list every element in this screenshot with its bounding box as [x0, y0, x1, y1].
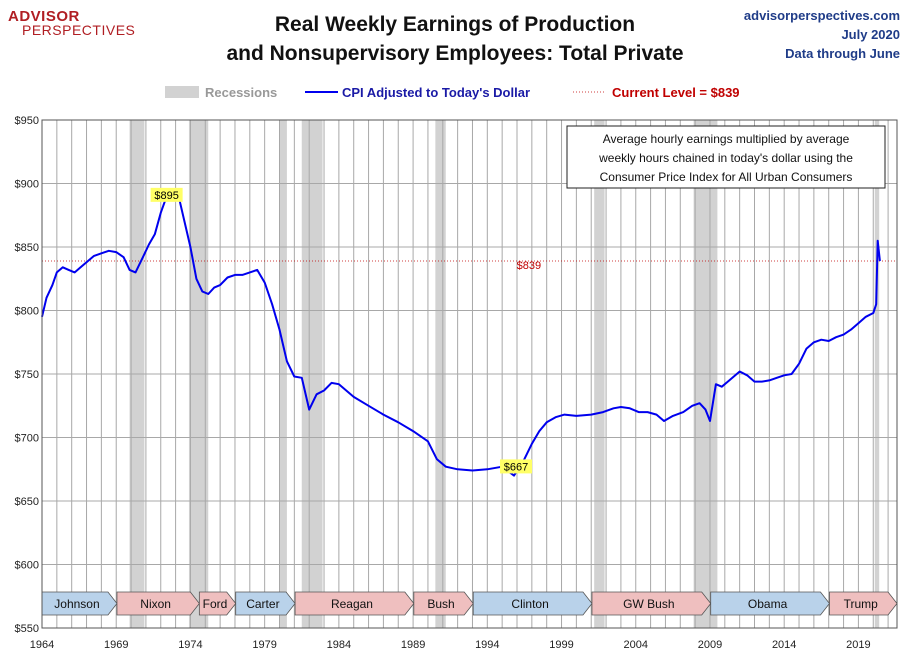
y-tick-label: $900 [15, 179, 39, 191]
legend-recession-swatch [165, 86, 199, 98]
x-tick-label: 1969 [104, 639, 128, 651]
x-tick-label: 1999 [549, 639, 573, 651]
source-date: July 2020 [841, 27, 900, 42]
y-tick-label: $600 [15, 560, 39, 572]
president-label: Trump [844, 597, 879, 611]
annotation-line: weekly hours chained in today's dollar u… [598, 151, 853, 165]
president-band-trump [829, 591, 898, 616]
president-label: Bush [427, 597, 454, 611]
data-through: Data through June [785, 46, 900, 61]
legend-recession-label: Recessions [205, 85, 277, 100]
annotation-box [566, 125, 886, 189]
x-tick-label: 2019 [846, 639, 870, 651]
legend-series-label: CPI Adjusted to Today's Dollar [342, 85, 530, 100]
advisor-perspectives-logo: ADVISOR PERSPECTIVES [8, 8, 135, 38]
current-level-label: $839 [517, 260, 541, 272]
president-band-nixon [116, 591, 200, 616]
y-tick-label: $800 [15, 306, 39, 318]
y-tick-label: $650 [15, 496, 39, 508]
x-tick-label: 2004 [624, 639, 648, 651]
annotation-line: Consumer Price Index for All Urban Consu… [600, 170, 853, 184]
peak-label: $895 [154, 190, 178, 202]
x-tick-label: 1994 [475, 639, 499, 651]
president-label: Reagan [331, 597, 373, 611]
chart-title-line-1: Real Weekly Earnings of Production [274, 13, 636, 36]
x-tick-label: 1979 [252, 639, 276, 651]
x-tick-label: 2009 [698, 639, 722, 651]
series-line [41, 191, 881, 477]
president-band-reagan [294, 591, 415, 616]
x-tick-label: 1984 [327, 639, 351, 651]
president-band-gw-bush [591, 591, 712, 616]
president-label: Clinton [511, 597, 548, 611]
president-label: Johnson [54, 597, 99, 611]
chart-title-line-2: and Nonsupervisory Employees: Total Priv… [226, 42, 684, 65]
trough-label: $667 [504, 461, 528, 473]
president-label: Ford [203, 597, 228, 611]
trough-label-bg [500, 459, 533, 474]
y-tick-label: $550 [15, 623, 39, 635]
x-tick-label: 1989 [401, 639, 425, 651]
president-label: Carter [246, 597, 279, 611]
plot-border [41, 119, 898, 629]
president-band-bush [413, 591, 474, 616]
chart-legend: Recessions CPI Adjusted to Today's Dollar… [165, 85, 740, 100]
president-band-ford [198, 591, 237, 616]
y-tick-label: $750 [15, 369, 39, 381]
president-band-obama [710, 591, 830, 616]
source-block: advisorperspectives.com July 2020 Data t… [744, 6, 900, 63]
x-tick-label: 1964 [30, 639, 54, 651]
y-tick-label: $950 [15, 115, 39, 127]
y-tick-label: $850 [15, 242, 39, 254]
annotation-line: Average hourly earnings multiplied by av… [603, 132, 850, 146]
x-tick-label: 2014 [772, 639, 796, 651]
peak-label-bg [150, 187, 183, 202]
y-tick-label: $700 [15, 433, 39, 445]
chart-title: Real Weekly Earnings of Production and N… [160, 10, 750, 68]
source-url: advisorperspectives.com [743, 8, 900, 23]
logo-line-2: PERSPECTIVES [22, 22, 136, 38]
president-label: Obama [748, 597, 788, 611]
logo-line-1: ADVISOR [8, 8, 80, 25]
plot-area: $550 $600 $650 $700 $750 $800 $850 $900 $950 1964… [15, 115, 898, 651]
president-band-carter [235, 591, 296, 616]
x-tick-label: 1974 [178, 639, 202, 651]
president-label: Nixon [140, 597, 171, 611]
president-label: GW Bush [623, 597, 674, 611]
legend-current-label: Current Level = $839 [612, 85, 740, 100]
president-band-clinton [472, 591, 593, 616]
